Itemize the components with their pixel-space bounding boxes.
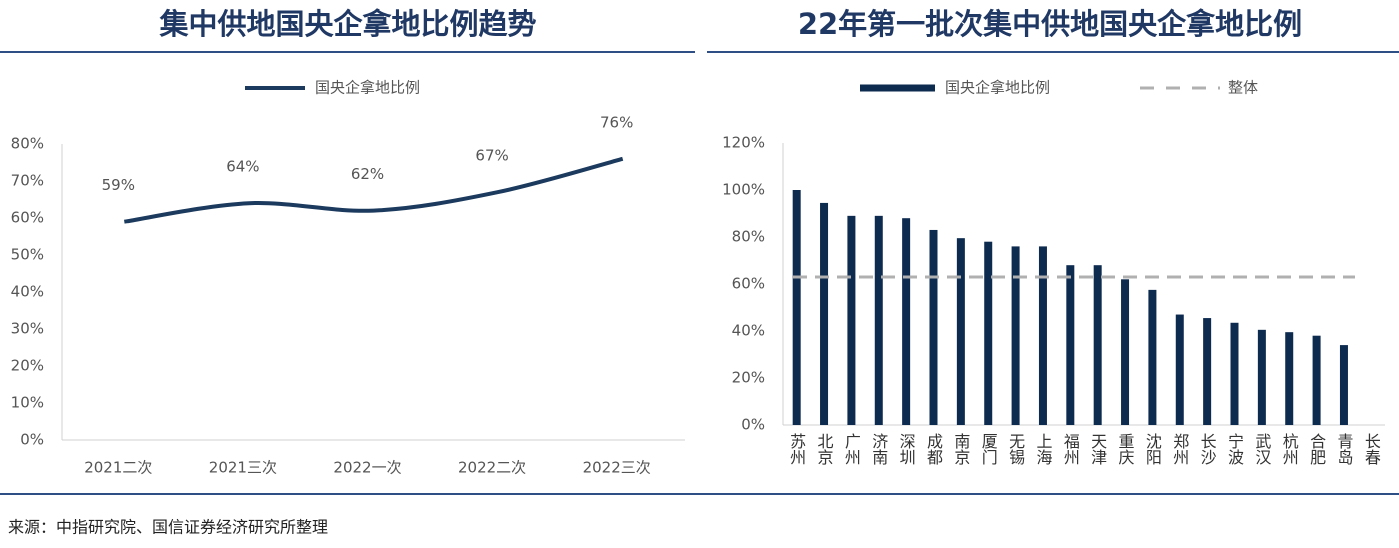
x-tick-label: 青岛 <box>1334 433 1353 466</box>
y-tick-label: 20% <box>11 357 44 375</box>
bar <box>847 215 856 425</box>
data-label: 67% <box>475 147 508 165</box>
legend-label: 整体 <box>1228 79 1258 97</box>
bar <box>874 215 883 425</box>
x-tick-label: 2021二次 <box>84 459 152 477</box>
bar <box>1312 335 1321 425</box>
bar <box>902 218 911 425</box>
y-tick-label: 30% <box>11 320 44 338</box>
bar <box>1066 265 1075 425</box>
x-tick-label: 苏州 <box>787 433 806 465</box>
y-tick-label: 70% <box>11 172 44 190</box>
x-tick-label: 郑州 <box>1170 433 1189 465</box>
x-tick-label: 长沙 <box>1198 433 1217 465</box>
x-tick-label: 成都 <box>924 433 943 465</box>
x-tick-label: 2022三次 <box>583 459 651 477</box>
y-tick-label: 0% <box>20 431 44 449</box>
y-tick-label: 40% <box>732 322 765 340</box>
x-tick-label: 长春 <box>1362 433 1381 465</box>
y-tick-label: 0% <box>741 416 765 434</box>
bar <box>1148 289 1157 425</box>
x-tick-label: 深圳 <box>897 433 916 465</box>
y-tick-label: 10% <box>11 394 44 412</box>
y-tick-label: 120% <box>722 134 765 152</box>
data-label: 59% <box>102 176 135 194</box>
legend-label: 国央企拿地比例 <box>945 79 1050 97</box>
x-tick-label: 济南 <box>869 433 888 465</box>
x-tick-label: 厦门 <box>979 433 998 466</box>
bar <box>1121 279 1130 425</box>
bar <box>1011 246 1020 425</box>
y-tick-label: 40% <box>11 283 44 301</box>
chart-title: 22年第一批次集中供地国央企拿地比例 <box>798 7 1302 41</box>
bar <box>984 241 993 425</box>
x-tick-label: 广州 <box>842 433 861 465</box>
y-tick-label: 80% <box>11 135 44 153</box>
x-tick-label: 2022一次 <box>333 459 401 477</box>
bar <box>1257 329 1266 425</box>
legend-label: 国央企拿地比例 <box>315 79 420 97</box>
x-tick-label: 天津 <box>1088 433 1107 465</box>
bar <box>956 238 965 425</box>
bar <box>929 229 938 425</box>
data-line <box>124 156 624 224</box>
chart-title: 集中供地国央企拿地比例趋势 <box>158 7 536 41</box>
bar <box>1285 332 1294 425</box>
x-tick-label: 福州 <box>1061 433 1080 465</box>
data-label: 64% <box>226 158 259 176</box>
x-tick-label: 无锡 <box>1006 433 1025 466</box>
data-label: 62% <box>351 165 384 183</box>
x-tick-label: 上海 <box>1033 433 1052 465</box>
x-tick-label: 2022二次 <box>458 459 526 477</box>
bar <box>792 190 801 425</box>
x-tick-label: 2021三次 <box>209 459 277 477</box>
y-tick-label: 20% <box>732 369 765 387</box>
bar <box>1093 265 1102 425</box>
x-tick-label: 合肥 <box>1307 433 1326 466</box>
bar <box>1175 314 1184 425</box>
x-tick-label: 北京 <box>815 433 834 466</box>
x-tick-label: 南京 <box>951 433 970 466</box>
x-tick-label: 沈阳 <box>1143 433 1162 465</box>
y-tick-label: 60% <box>11 209 44 227</box>
x-tick-label: 重庆 <box>1116 433 1135 465</box>
bar <box>1203 318 1212 425</box>
bar <box>1230 322 1239 425</box>
source-note: 来源：中指研究院、国信证券经济研究所整理 <box>8 518 328 537</box>
bar <box>820 202 829 425</box>
data-label: 76% <box>600 113 633 131</box>
bar <box>1038 246 1047 425</box>
y-tick-label: 50% <box>11 246 44 264</box>
x-tick-label: 宁波 <box>1225 433 1244 465</box>
x-tick-label: 武汉 <box>1252 433 1271 465</box>
bar <box>1339 345 1348 425</box>
y-tick-label: 100% <box>722 181 765 199</box>
y-tick-label: 60% <box>732 275 765 293</box>
y-tick-label: 80% <box>732 228 765 246</box>
x-tick-label: 杭州 <box>1280 433 1299 465</box>
